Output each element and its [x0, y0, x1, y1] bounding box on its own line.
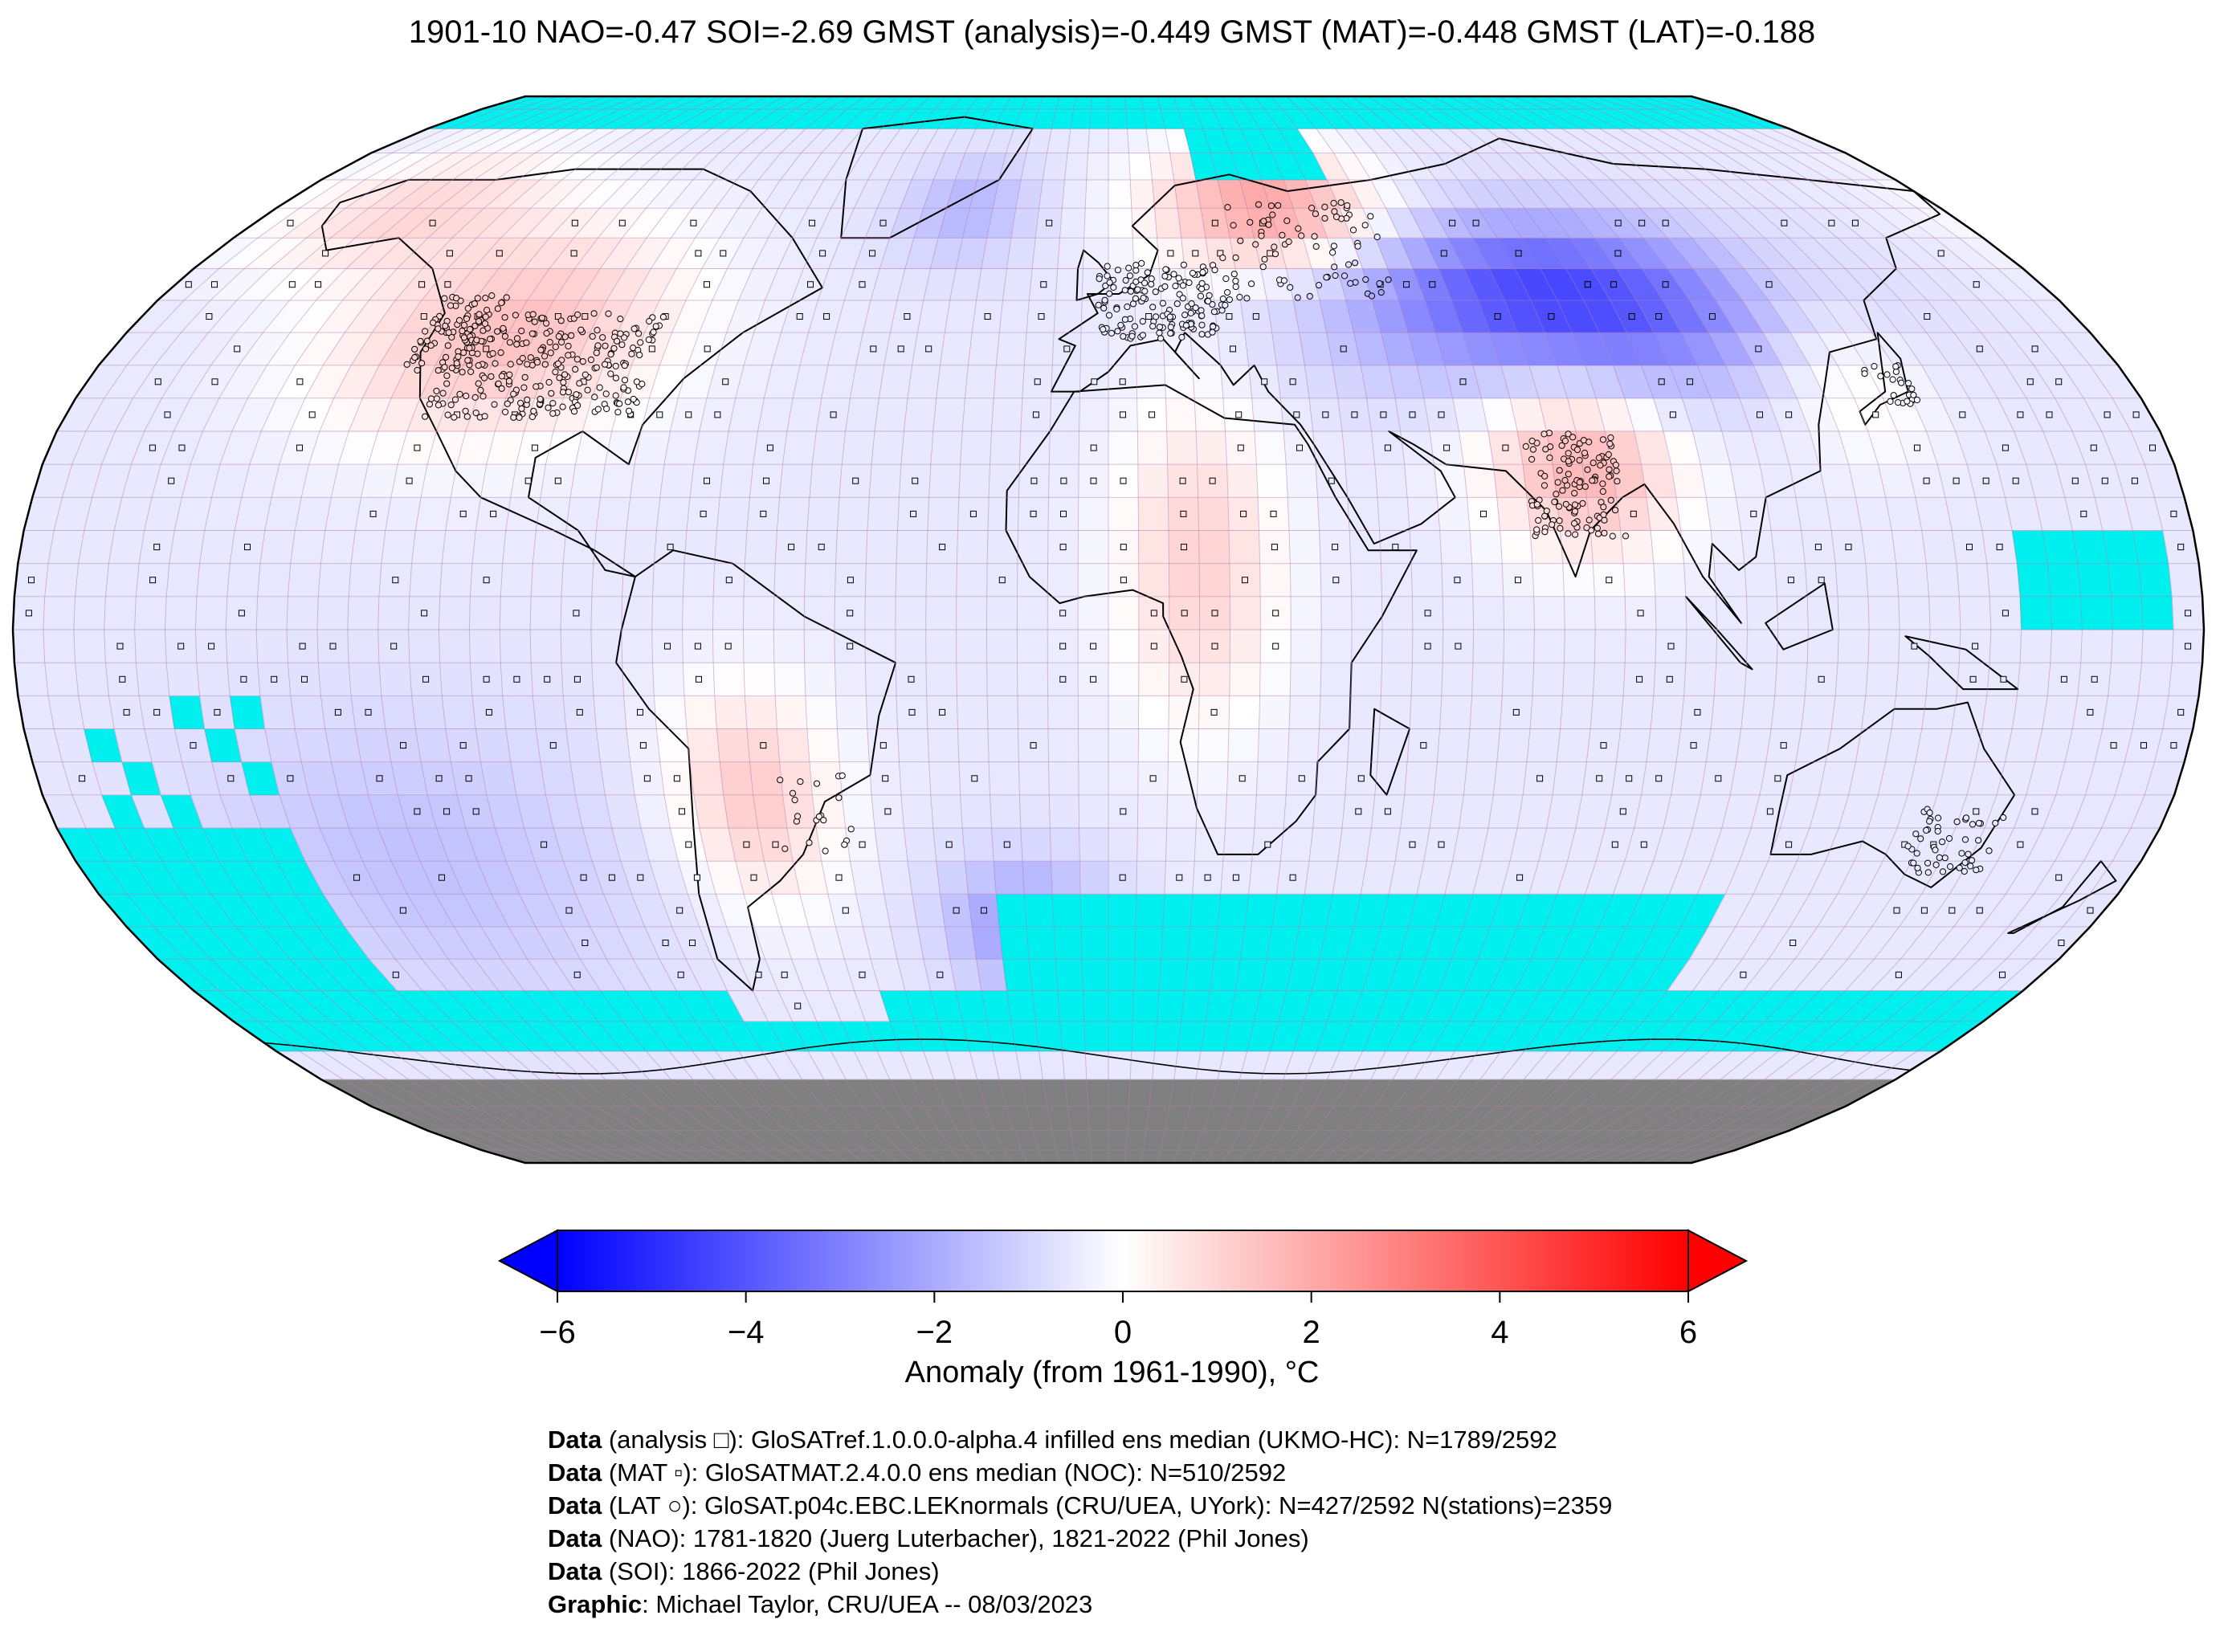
- credit-soi: Data (SOI): 1866-2022 (Phil Jones): [548, 1557, 940, 1585]
- map-title: 1901-10 NAO=-0.47 SOI=-2.69 GMST (analys…: [408, 14, 1816, 50]
- colorbar-tick-label: 4: [1491, 1315, 1508, 1350]
- credits-block: Data (analysis □): GloSATref.1.0.0.0-alp…: [548, 1423, 1612, 1621]
- colorbar-extend-max: [1687, 1229, 1749, 1293]
- colorbar-extend-min: [497, 1229, 558, 1293]
- credit-lat: Data (LAT ○): GloSAT.p04c.EBC.LEKnormals…: [548, 1491, 1613, 1519]
- colorbar-tick-label: 0: [1114, 1315, 1132, 1350]
- credit-nao: Data (NAO): 1781-1820 (Juerg Luterbacher…: [548, 1524, 1309, 1552]
- colorbar-gradient: [557, 1230, 1689, 1292]
- colorbar-label: Anomaly (from 1961-1990), °C: [904, 1356, 1320, 1389]
- colorbar-tick-label: −4: [728, 1315, 765, 1350]
- colorbar-tick-label: −2: [916, 1315, 953, 1350]
- credit-analysis: Data (analysis □): GloSATref.1.0.0.0-alp…: [548, 1426, 1557, 1454]
- colorbar-tick-label: 2: [1303, 1315, 1320, 1350]
- colorbar-tick-label: −6: [539, 1315, 576, 1350]
- credit-mat: Data (MAT ▫): GloSATMAT.2.4.0.0 ens medi…: [548, 1458, 1287, 1487]
- colorbar-tick-label: 6: [1679, 1315, 1697, 1350]
- colorbar-ticks: −6 −4 −2 0 2 4 6: [539, 1291, 1697, 1350]
- credit-graphic: Graphic: Michael Taylor, CRU/UEA -- 08/0…: [548, 1590, 1093, 1618]
